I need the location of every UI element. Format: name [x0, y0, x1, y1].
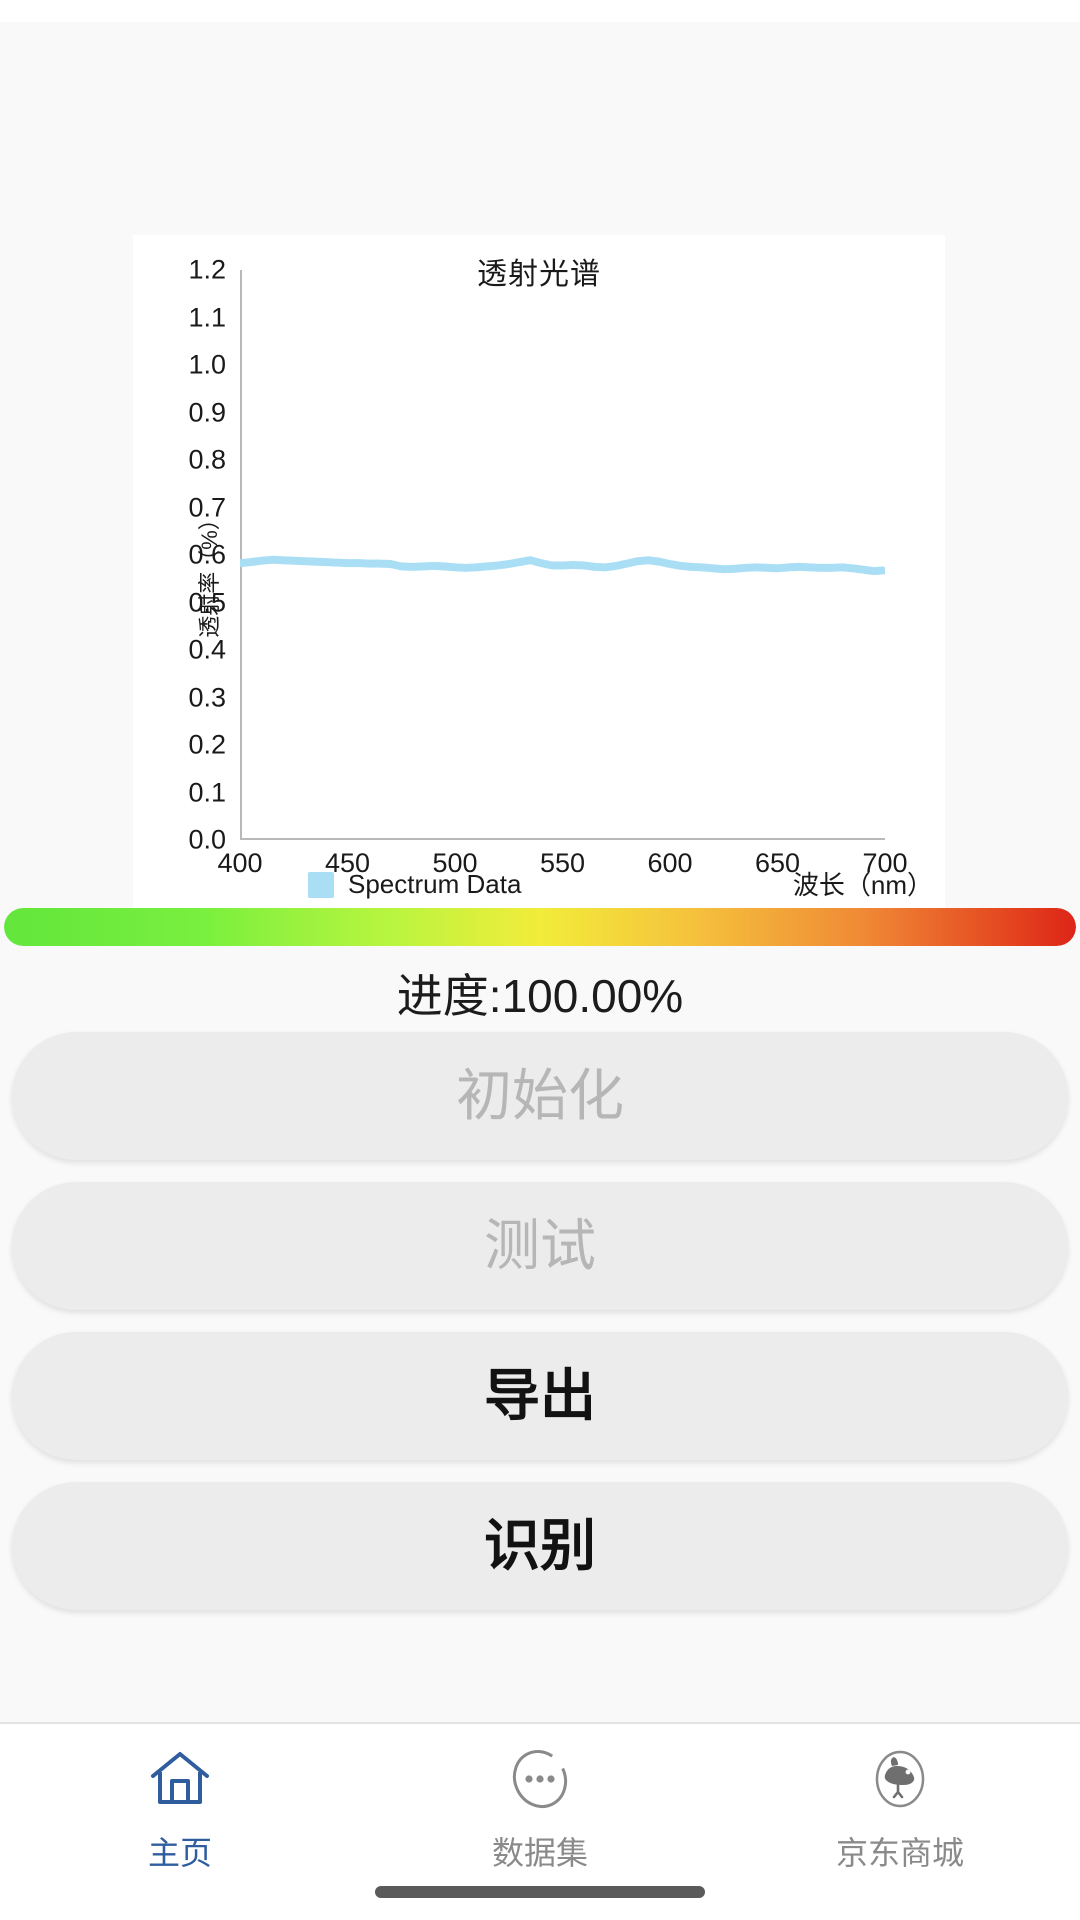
nav-label-jd-mall: 京东商城 [835, 1835, 964, 1871]
y-tick-label: 0.5 [188, 587, 226, 617]
bottom-nav-divider [0, 1722, 1080, 1724]
jd-dog-icon [870, 1746, 930, 1812]
chart-x-axis-label: 波长（nm） [792, 870, 933, 900]
spectrum-line-series [240, 555, 885, 576]
y-tick-label: 0.9 [188, 397, 226, 427]
ellipsis-circle-icon [510, 1746, 570, 1812]
home-icon [149, 1746, 211, 1812]
action-button-1: 测试 [12, 1182, 1068, 1310]
y-tick-label: 0.3 [188, 682, 226, 712]
status-bar-strip [0, 0, 1080, 22]
progress-label: 进度:100.00% [396, 970, 684, 1022]
y-tick-label: 1.1 [188, 302, 226, 332]
x-tick-label: 650 [754, 848, 801, 878]
chart-plot-area: 0.0 0.1 0.2 0.3 0.4 0.5 0.6 0.7 0.8 0.9 1.0 1.1 1.2 … [188, 255, 907, 879]
y-tick-label: 0.4 [188, 634, 226, 665]
legend-color-swatch [308, 871, 334, 898]
nav-item-home[interactable]: 主页 [0, 1724, 360, 1920]
action-button-2[interactable]: 导出 [12, 1332, 1068, 1460]
x-tick-label: 500 [432, 848, 478, 878]
chart-x-axis-line [240, 838, 885, 840]
spectrum-chart-card: 透射光谱 透射率（%） 波长（nm） 0.0 0.1 0.2 0.3 0.4 0.5 0.6… [133, 235, 945, 910]
chart-y-axis-line [240, 270, 242, 840]
nav-item-jd-mall[interactable]: 京东商城 [720, 1724, 1080, 1920]
chart-title: 透射光谱 [477, 258, 601, 291]
home-indicator-bar [375, 1886, 705, 1898]
x-tick-label: 600 [647, 848, 693, 878]
legend-label: Spectrum Data [348, 869, 522, 899]
y-tick-label: 1.2 [188, 254, 226, 285]
nav-item-dataset[interactable]: 数据集 [360, 1724, 720, 1920]
y-tick-label: 0.8 [188, 444, 226, 475]
y-tick-label: 0.7 [188, 492, 226, 522]
nav-label-home: 主页 [147, 1835, 212, 1871]
y-tick-label: 0.2 [188, 729, 226, 760]
chart-legend: Spectrum Data [308, 869, 521, 900]
nav-label-dataset: 数据集 [491, 1835, 588, 1871]
action-button-stack: 初始化 测试 导出 识别 [0, 1032, 1080, 1632]
y-tick-label: 1.0 [188, 349, 226, 380]
y-tick-label: 0.0 [188, 824, 226, 855]
progress-bar [4, 908, 1076, 946]
x-tick-label: 700 [862, 848, 908, 878]
y-tick-label: 0.6 [188, 539, 226, 570]
progress-bar-fill [4, 908, 1076, 946]
y-tick-label: 0.1 [188, 777, 226, 807]
x-tick-label: 400 [217, 848, 263, 878]
x-tick-label: 550 [539, 848, 586, 878]
action-button-3[interactable]: 识别 [12, 1482, 1068, 1610]
action-button-0: 初始化 [12, 1032, 1068, 1160]
